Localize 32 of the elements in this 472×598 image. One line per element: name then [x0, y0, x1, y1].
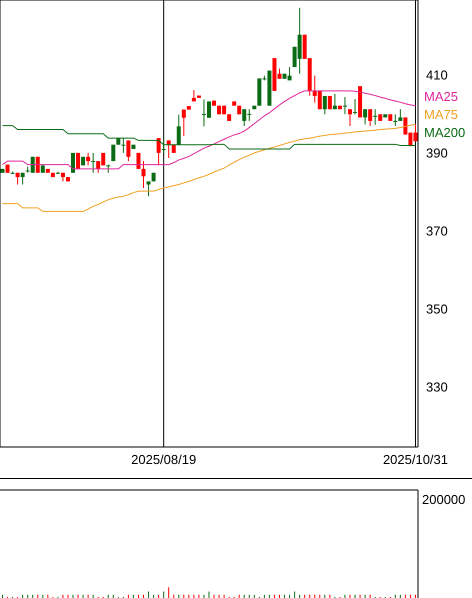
candlestick: [363, 108, 368, 125]
candlestick: [192, 90, 196, 102]
series-label: MA200: [424, 124, 466, 142]
candlestick: [91, 152, 96, 174]
candlestick: [111, 144, 116, 162]
line-series: [2, 90, 416, 170]
x-tick-label: 2025/10/31: [382, 452, 448, 468]
candlestick: [146, 180, 151, 197]
y-tick-label: 370: [426, 224, 448, 239]
y-tick-label: 410: [426, 68, 448, 83]
candlestick: [182, 109, 186, 137]
candlestick: [156, 138, 161, 166]
candlestick: [398, 108, 402, 122]
candlestick: [322, 95, 327, 115]
candlestick: [348, 108, 352, 126]
candlestick: [126, 140, 130, 162]
text: 200000: [422, 492, 466, 507]
y-tick-label: 330: [426, 380, 448, 395]
candlestick: [142, 160, 146, 189]
series-label: MA75: [424, 106, 459, 124]
candlestick: [393, 114, 398, 126]
y-tick-label: 350: [426, 302, 448, 317]
candlestick: [373, 108, 378, 126]
candlestick: [368, 108, 372, 126]
line-series: [2, 124, 416, 212]
y-tick-label: 390: [426, 146, 448, 161]
series-label: MA25: [424, 88, 459, 106]
candlestick: [332, 94, 337, 110]
candlestick: [353, 98, 358, 115]
candlestick: [342, 96, 347, 115]
x-tick-label: 2025/08/19: [131, 452, 196, 468]
candlestick: [86, 152, 90, 166]
